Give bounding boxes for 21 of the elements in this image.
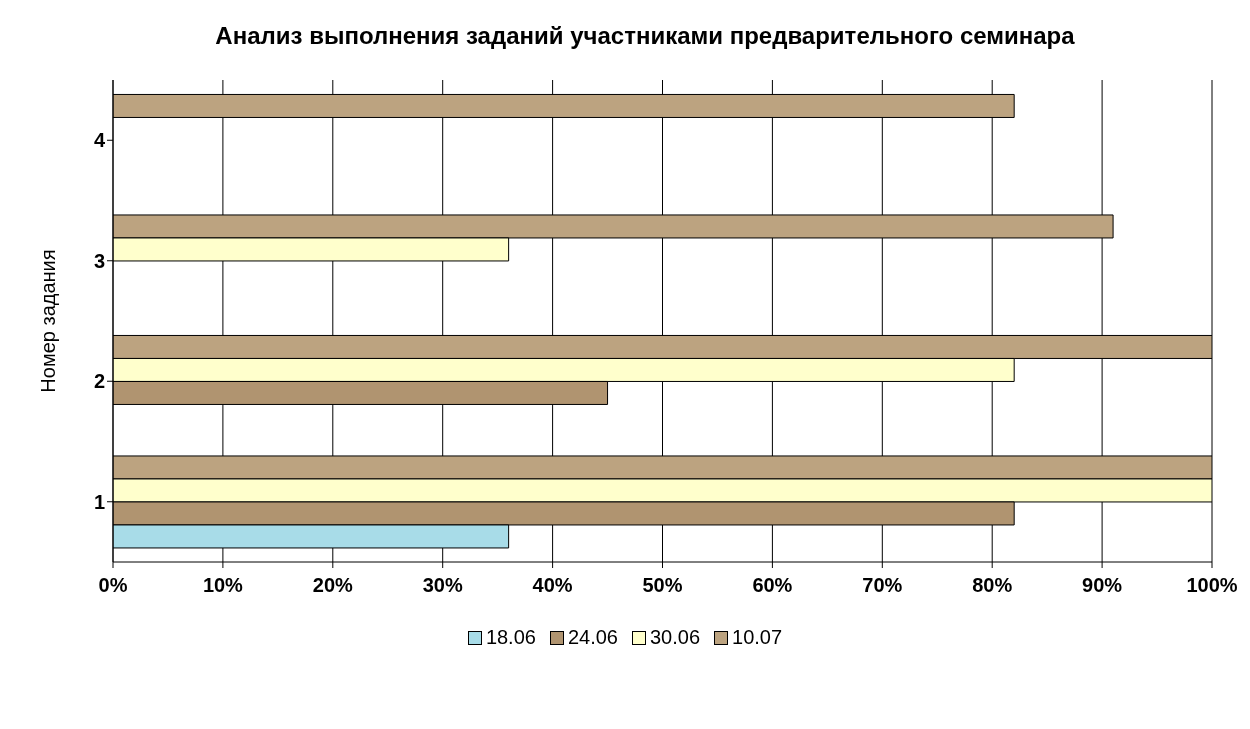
y-tick-label: 2 bbox=[93, 370, 105, 393]
x-tick-label: 100% bbox=[1186, 574, 1238, 597]
y-tick-label: 1 bbox=[93, 490, 105, 513]
x-tick-label: 70% bbox=[862, 574, 903, 597]
x-tick-label: 10% bbox=[202, 574, 244, 597]
x-tick-label: 30% bbox=[422, 574, 463, 597]
chart-title: Анализ выполнения заданий участниками предварительного семинара bbox=[215, 22, 1075, 49]
y-tick-label: 3 bbox=[93, 249, 105, 272]
legend-label: 10.07 bbox=[732, 626, 783, 649]
legend-label: 18.06 bbox=[485, 626, 536, 649]
x-tick-label: 50% bbox=[642, 574, 683, 597]
x-tick-label: 20% bbox=[312, 574, 354, 597]
legend-label: 30.06 bbox=[650, 626, 701, 649]
x-tick-label: 80% bbox=[972, 574, 1013, 597]
y-tick-label: 4 bbox=[93, 129, 106, 152]
x-tick-label: 0% bbox=[98, 574, 128, 597]
x-tick-label: 90% bbox=[1082, 574, 1123, 597]
y-axis-title: Номер задания bbox=[37, 249, 60, 393]
x-tick-label: 40% bbox=[532, 574, 573, 597]
x-tick-label: 60% bbox=[752, 574, 793, 597]
legend-label: 24.06 bbox=[567, 626, 618, 649]
